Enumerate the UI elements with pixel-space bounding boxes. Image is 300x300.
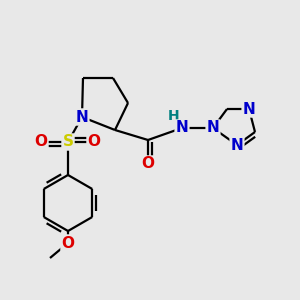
- Text: N: N: [76, 110, 88, 124]
- Text: N: N: [231, 137, 243, 152]
- Text: O: O: [61, 236, 74, 250]
- Text: H: H: [168, 109, 180, 123]
- Text: O: O: [142, 157, 154, 172]
- Text: S: S: [62, 134, 74, 149]
- Text: N: N: [176, 121, 188, 136]
- Text: O: O: [88, 134, 100, 149]
- Text: O: O: [34, 134, 47, 149]
- Text: N: N: [243, 101, 255, 116]
- Text: N: N: [207, 121, 219, 136]
